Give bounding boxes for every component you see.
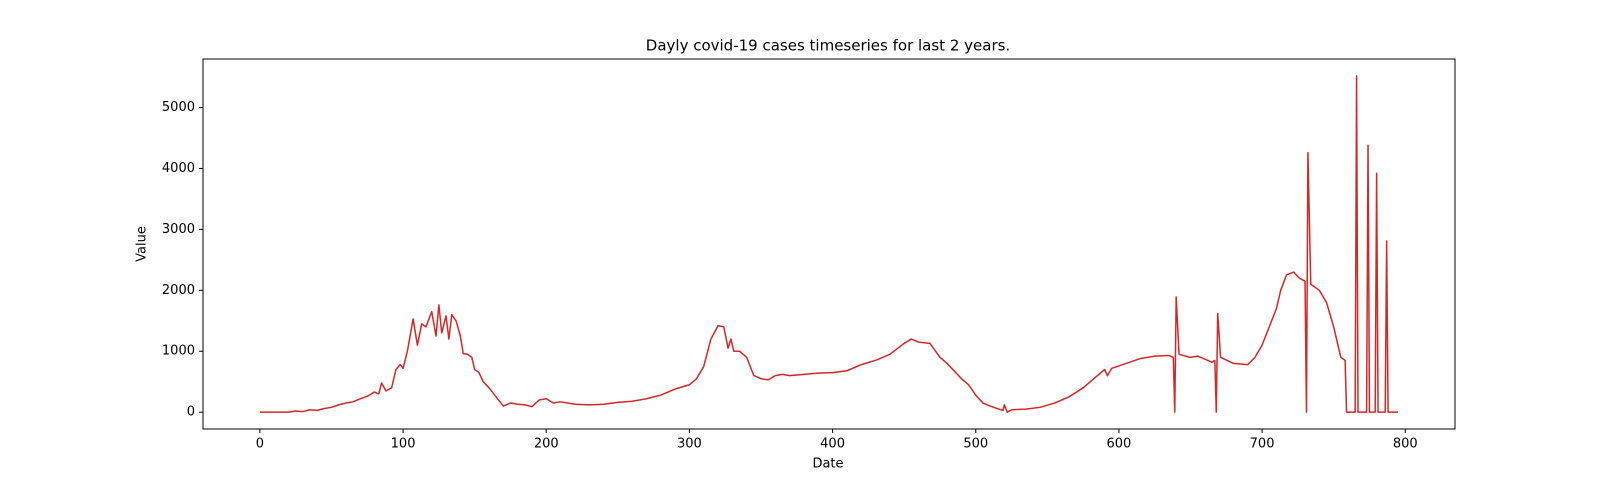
y-tick-label: 2000 xyxy=(162,283,195,298)
y-tick-label: 5000 xyxy=(162,100,195,115)
y-tick-label: 3000 xyxy=(162,222,195,237)
y-axis-label: Value xyxy=(135,226,150,262)
y-tick-label: 4000 xyxy=(162,161,195,176)
x-tick-label: 400 xyxy=(820,437,845,452)
x-tick-label: 700 xyxy=(1250,437,1275,452)
x-tick-label: 200 xyxy=(534,437,559,452)
x-tick-label: 500 xyxy=(963,437,988,452)
x-tick-label: 100 xyxy=(391,437,416,452)
plot-frame xyxy=(202,58,1456,430)
x-axis-label: Date xyxy=(812,457,843,472)
y-tick-label: 0 xyxy=(187,405,195,420)
x-tick-label: 800 xyxy=(1393,437,1418,452)
x-tick-label: 0 xyxy=(256,437,264,452)
y-tick-label: 1000 xyxy=(162,344,195,359)
x-tick-label: 300 xyxy=(677,437,702,452)
data-line xyxy=(259,75,1399,413)
chart-title: Dayly covid-19 cases timeseries for last… xyxy=(646,37,1010,55)
x-tick-label: 600 xyxy=(1107,437,1132,452)
